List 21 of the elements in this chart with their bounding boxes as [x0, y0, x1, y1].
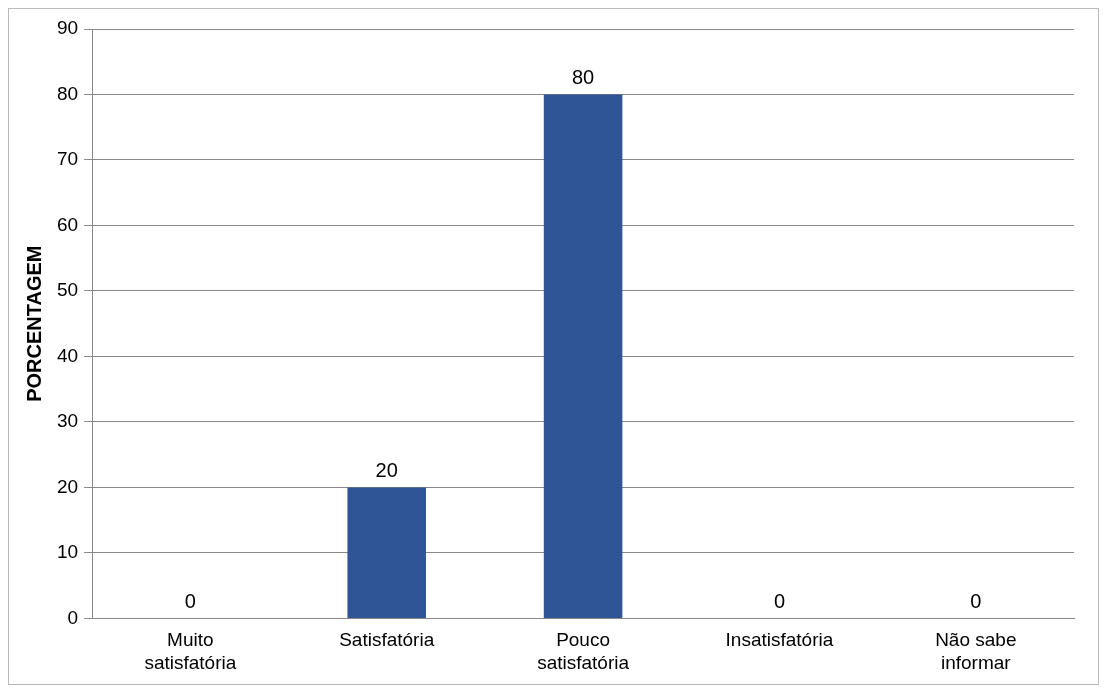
y-tick-label: 30 — [56, 410, 79, 432]
y-tick-label: 40 — [56, 344, 79, 366]
x-tick-label: Muito satisfatória — [144, 629, 237, 673]
y-tick-label: 20 — [56, 475, 79, 497]
x-tick-label: Insatisfatória — [725, 629, 834, 651]
data-label: 80 — [571, 66, 595, 88]
y-tick-label: 90 — [56, 17, 79, 39]
y-tick-label: 80 — [56, 82, 79, 104]
y-tick-label: 50 — [56, 279, 79, 301]
y-tick-label: 0 — [67, 606, 79, 628]
y-tick-label: 10 — [56, 541, 79, 563]
data-label: 20 — [375, 458, 398, 481]
x-tick-label: Não sabe informar — [935, 629, 1017, 673]
x-tick-label: Pouco satisfatória — [537, 629, 630, 673]
data-label: 0 — [970, 589, 982, 612]
y-axis-title: PORCENTAGEM — [22, 245, 45, 402]
x-tick-label: Satisfatória — [339, 629, 435, 651]
y-tick-label: 70 — [56, 148, 79, 170]
y-tick-label: 60 — [56, 213, 79, 235]
data-label: 0 — [773, 589, 785, 612]
data-label: 0 — [184, 589, 196, 612]
